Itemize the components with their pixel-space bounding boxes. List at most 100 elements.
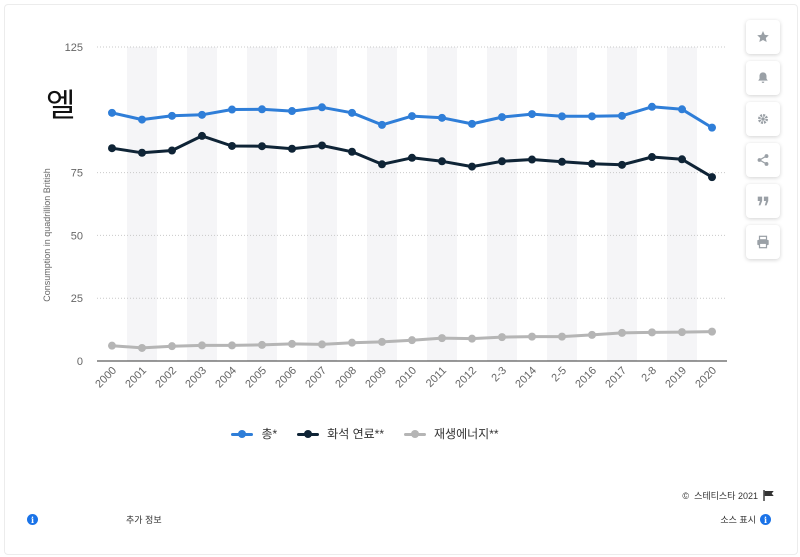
data-point: [228, 341, 236, 350]
data-point: [288, 144, 296, 153]
data-point: [558, 112, 566, 121]
flag-icon[interactable]: [763, 490, 775, 501]
data-point: [618, 328, 626, 337]
data-point: [288, 107, 296, 116]
data-point: [498, 333, 506, 342]
legend-label: 총*: [261, 427, 278, 441]
show-source-link[interactable]: 소스 표시 i: [720, 513, 771, 526]
y-tick-label: 50: [71, 230, 83, 242]
data-point: [708, 327, 716, 336]
data-point: [348, 338, 356, 347]
data-point: [348, 108, 356, 117]
data-point: [708, 173, 716, 182]
data-point: [138, 115, 146, 124]
y-tick-label: 0: [77, 356, 83, 368]
x-tick-label: 2003: [183, 365, 209, 391]
x-tick-label: 2000: [93, 365, 119, 391]
y-tick-label: 125: [65, 42, 83, 54]
legend-item[interactable]: 화석 연료**: [297, 425, 384, 442]
data-point: [198, 341, 206, 350]
data-point: [408, 336, 416, 345]
data-point: [648, 102, 656, 111]
copyright: © 스테티스타 2021: [682, 489, 775, 502]
show-source-label: 소스 표시: [720, 515, 756, 525]
data-point: [648, 328, 656, 337]
data-point: [708, 123, 716, 132]
data-point: [198, 131, 206, 140]
data-point: [318, 103, 326, 112]
x-tick-label: 2019: [663, 365, 689, 391]
chart-legend: 총* 화석 연료** 재생에너지**: [0, 425, 730, 442]
legend-item[interactable]: 재생에너지**: [404, 425, 499, 442]
data-point: [318, 340, 326, 349]
info-icon: i: [760, 514, 771, 525]
data-point: [168, 146, 176, 155]
data-point: [618, 160, 626, 169]
x-tick-label: 2005: [243, 365, 269, 391]
gear-icon: [758, 114, 768, 124]
quote-icon: [757, 196, 769, 206]
data-point: [468, 162, 476, 171]
x-tick-label: 2016: [573, 365, 599, 391]
notification-button[interactable]: [746, 61, 780, 95]
x-tick-label: 2017: [603, 365, 629, 391]
data-point: [678, 155, 686, 164]
data-point: [498, 157, 506, 166]
share-icon: [757, 154, 769, 166]
plot-band: [367, 47, 397, 361]
cite-button[interactable]: [746, 184, 780, 218]
plot-band: [547, 47, 577, 361]
share-button[interactable]: [746, 143, 780, 177]
x-tick-label: 2004: [213, 365, 239, 391]
data-point: [228, 105, 236, 114]
data-point: [228, 141, 236, 150]
data-point: [108, 341, 116, 350]
plot-band: [247, 47, 277, 361]
x-tick-label: 2008: [333, 365, 359, 391]
print-icon: [757, 235, 769, 249]
plot-band: [187, 47, 217, 361]
y-tick-label: 75: [71, 168, 83, 180]
data-point: [438, 334, 446, 343]
x-tick-label: 2012: [453, 365, 479, 391]
info-icon: i: [27, 514, 38, 525]
legend-swatch: [297, 429, 320, 439]
data-point: [378, 160, 386, 169]
legend-item[interactable]: 총*: [231, 425, 277, 442]
data-point: [378, 120, 386, 129]
overlay-glyph: 엘: [46, 86, 75, 124]
data-point: [528, 110, 536, 119]
legend-label: 화석 연료**: [327, 427, 384, 441]
data-point: [168, 342, 176, 351]
legend-label: 재생에너지**: [434, 427, 499, 441]
data-point: [618, 111, 626, 120]
data-point: [138, 148, 146, 157]
settings-button[interactable]: [746, 102, 780, 136]
data-point: [468, 119, 476, 128]
x-tick-label: 2014: [513, 365, 539, 391]
x-tick-label: 2006: [273, 365, 299, 391]
plot-band: [487, 47, 517, 361]
x-tick-label: 2010: [393, 365, 419, 391]
data-point: [648, 153, 656, 162]
x-tick-label: 2-3: [489, 365, 509, 385]
favorite-button[interactable]: [746, 20, 780, 54]
star-icon: [757, 31, 769, 42]
x-tick-label: 2011: [424, 365, 449, 390]
data-point: [288, 339, 296, 348]
print-button[interactable]: [746, 225, 780, 259]
data-point: [348, 147, 356, 156]
plot-band: [607, 47, 637, 361]
copyright-text: 스테티스타 2021: [694, 491, 758, 501]
copyright-symbol: ©: [682, 490, 695, 501]
plot-band: [667, 47, 697, 361]
x-tick-label: 2002: [153, 365, 179, 391]
data-point: [258, 142, 266, 151]
data-point: [408, 112, 416, 121]
x-tick-label: 2007: [303, 365, 329, 391]
more-info-link[interactable]: i 추가 정보: [27, 513, 162, 526]
data-point: [138, 343, 146, 352]
data-point: [528, 332, 536, 341]
data-point: [258, 340, 266, 349]
data-point: [108, 108, 116, 117]
